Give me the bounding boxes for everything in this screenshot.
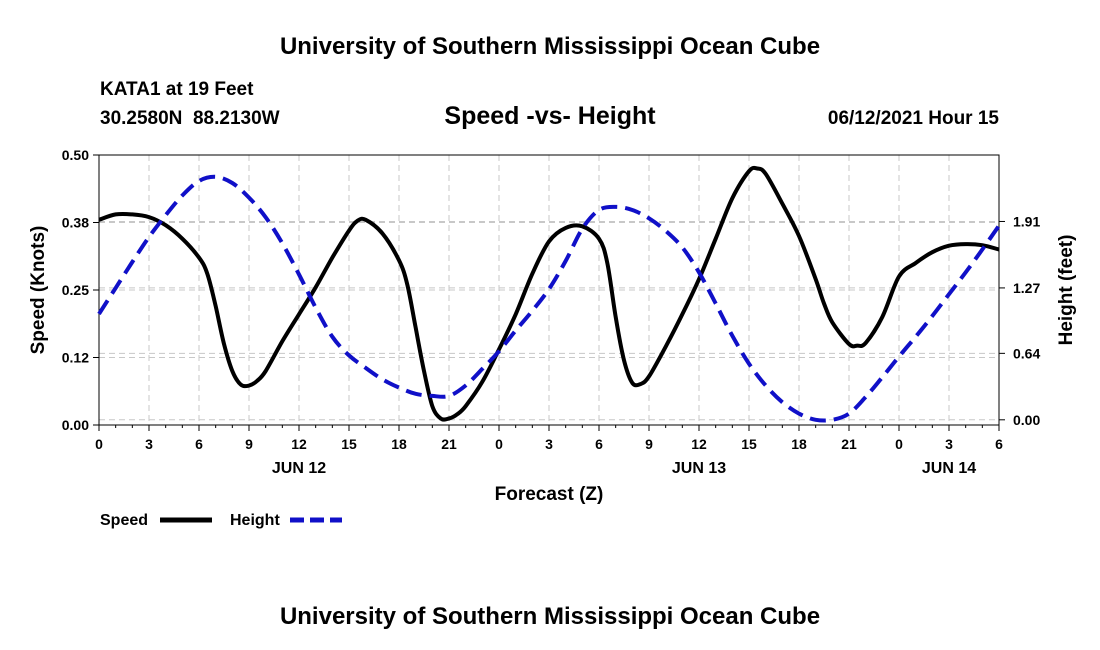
x-tick-label: 18 bbox=[791, 436, 807, 452]
date-label: JUN 13 bbox=[672, 460, 726, 477]
y-tick-label: 0.25 bbox=[62, 282, 89, 298]
legend: Speed Height bbox=[100, 512, 342, 529]
series-lines bbox=[97, 165, 1001, 423]
y2-tick-label: 1.91 bbox=[1013, 213, 1040, 229]
footer-title: University of Southern Mississippi Ocean… bbox=[280, 603, 820, 630]
station-label: KATA1 at 19 Feet bbox=[100, 79, 254, 100]
x-tick-label: 3 bbox=[145, 436, 153, 452]
datetime-label: 06/12/2021 Hour 15 bbox=[828, 108, 1000, 129]
y-tick-label: 0.12 bbox=[62, 350, 89, 366]
x-tick-label: 12 bbox=[691, 436, 707, 452]
y2-axis-label: Height (feet) bbox=[1056, 235, 1077, 346]
x-tick-label: 18 bbox=[391, 436, 407, 452]
x-tick-label: 6 bbox=[195, 436, 203, 452]
y-axis-label: Speed (Knots) bbox=[28, 226, 49, 355]
x-tick-label: 0 bbox=[895, 436, 903, 452]
x-tick-label: 21 bbox=[441, 436, 457, 452]
series-line-speed bbox=[98, 165, 1000, 422]
tick-labels: 0 3 6 9 12 15 18 21 0 3 6 9 12 15 18 21 0 3 6 JUN 12 JUN 13 J… bbox=[62, 147, 1041, 477]
y2-tick-label: 0.00 bbox=[1013, 412, 1040, 428]
date-label: JUN 12 bbox=[272, 460, 326, 477]
x-tick-label: 9 bbox=[645, 436, 653, 452]
grid bbox=[99, 155, 999, 425]
legend-speed-label: Speed bbox=[100, 512, 148, 529]
y-tick-label: 0.38 bbox=[62, 215, 89, 231]
x-tick-label: 3 bbox=[945, 436, 953, 452]
series-line-height bbox=[97, 174, 1001, 423]
chart-title: Speed -vs- Height bbox=[444, 102, 656, 130]
y2-tick-label: 0.64 bbox=[1013, 345, 1040, 361]
y2-tick-label: 1.27 bbox=[1013, 280, 1040, 296]
x-tick-label: 6 bbox=[595, 436, 603, 452]
x-tick-label: 6 bbox=[995, 436, 1003, 452]
x-tick-label: 0 bbox=[495, 436, 503, 452]
x-tick-label: 0 bbox=[95, 436, 103, 452]
y-tick-label: 0.50 bbox=[62, 147, 89, 163]
date-label: JUN 14 bbox=[922, 460, 976, 477]
x-tick-label: 15 bbox=[741, 436, 757, 452]
x-tick-label: 12 bbox=[291, 436, 307, 452]
x-tick-label: 3 bbox=[545, 436, 553, 452]
y-tick-label: 0.00 bbox=[62, 417, 89, 433]
page-title: University of Southern Mississippi Ocean… bbox=[280, 33, 820, 60]
x-tick-label: 15 bbox=[341, 436, 357, 452]
coordinates-label: 30.2580N 88.2130W bbox=[100, 108, 280, 129]
legend-height-label: Height bbox=[230, 512, 280, 529]
x-axis-label: Forecast (Z) bbox=[495, 484, 604, 505]
axis-ticks bbox=[93, 154, 1005, 431]
x-tick-label: 21 bbox=[841, 436, 857, 452]
x-tick-label: 9 bbox=[245, 436, 253, 452]
